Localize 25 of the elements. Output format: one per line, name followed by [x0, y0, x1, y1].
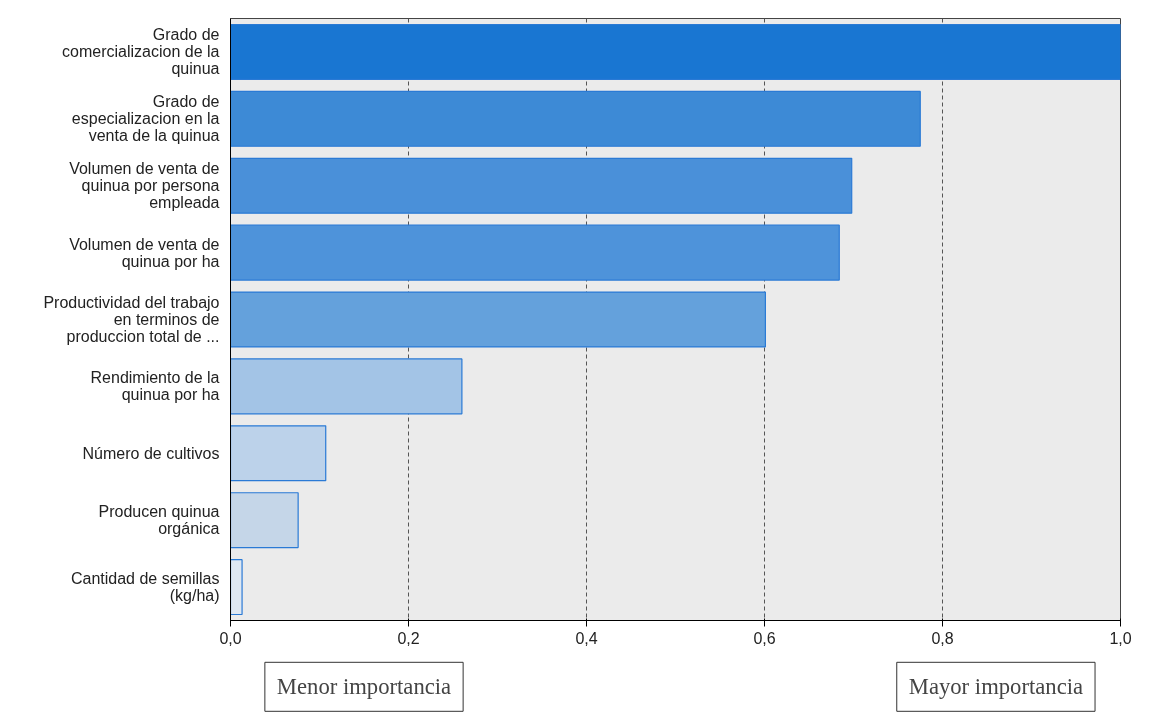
- x-tick-label: 0,8: [931, 629, 954, 647]
- x-tick-label: 0,4: [575, 629, 598, 647]
- y-tick-label: Producen quinua orgánica: [98, 503, 220, 538]
- y-tick-label: Rendimiento de la quinua por ha: [90, 369, 220, 404]
- y-tick-label: Productividad del trabajo en terminos de produccion total de ...: [43, 294, 220, 345]
- bar: [230, 425, 327, 482]
- x-tick-label: 0,6: [753, 629, 776, 647]
- y-tick-label: Número de cultivos: [82, 444, 220, 462]
- y-tick-label: Grado de especializacion en la venta de la quinua: [71, 93, 220, 145]
- bar: [230, 492, 299, 549]
- bar: [230, 224, 840, 281]
- bar: [230, 157, 853, 214]
- y-tick-label: Volumen de venta de quinua por ha: [69, 235, 220, 270]
- y-tick-label: Cantidad de semillas (kg/ha): [70, 570, 220, 605]
- bar: [230, 291, 766, 348]
- x-tick-label: 0,0: [219, 629, 242, 647]
- text: Mayor importancia: [908, 674, 1084, 700]
- bar: [230, 90, 921, 147]
- bar: [230, 23, 1121, 80]
- y-tick-label: Grado de comercializacion de la quinua: [62, 26, 220, 78]
- x-tick-label: 0,2: [397, 629, 420, 647]
- text: Menor importancia: [276, 674, 452, 700]
- y-tick-label: Volumen de venta de quinua por persona empleada: [69, 160, 220, 212]
- x-tick-label: 1,0: [1109, 629, 1132, 647]
- bar: [230, 358, 463, 415]
